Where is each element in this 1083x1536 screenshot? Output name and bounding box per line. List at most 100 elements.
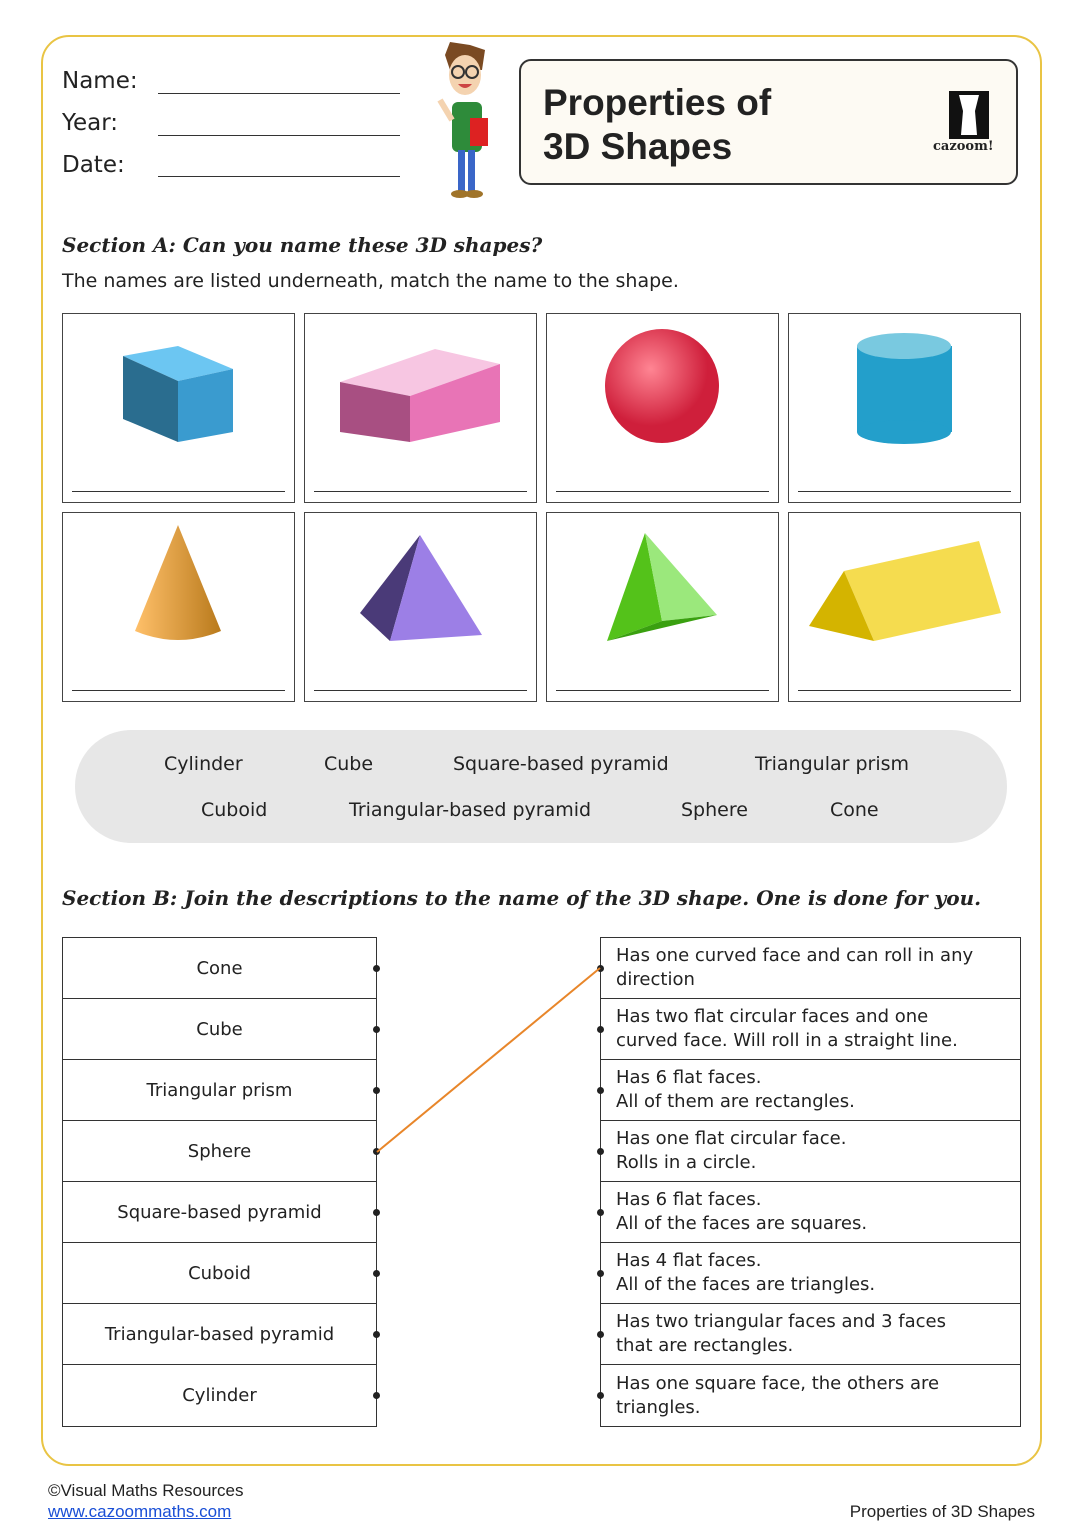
connector-dot[interactable] (597, 1026, 604, 1033)
date-field[interactable] (158, 176, 400, 177)
shape-cell (788, 313, 1021, 503)
shape-name: Sphere (187, 1140, 252, 1162)
cylinder-icon (857, 333, 952, 444)
shape-name: Triangular prism (146, 1079, 293, 1101)
answer-line[interactable] (314, 491, 527, 492)
connector-dot[interactable] (597, 1148, 604, 1155)
shape-cell (304, 313, 537, 503)
shape-name: Cylinder (182, 1385, 257, 1406)
connector-dot[interactable] (373, 1148, 380, 1155)
shape-cell (546, 313, 779, 503)
description-row: Has two triangular faces and 3 faces that… (597, 1304, 1020, 1365)
name-field[interactable] (158, 93, 400, 94)
website-link[interactable]: www.cazoommaths.com (48, 1502, 232, 1521)
footer-page-title: Properties of 3D Shapes (849, 1502, 1035, 1521)
shape-name: Cuboid (188, 1262, 251, 1284)
triangular-prism-icon (809, 541, 1001, 641)
word-bank-item: Cone (830, 799, 879, 821)
name-row: Triangular prism (63, 1060, 380, 1121)
answer-line[interactable] (314, 690, 527, 691)
section-a-heading: Section A: Can you name these 3D shapes? (62, 233, 543, 257)
word-bank: Cylinder Cube Square-based pyramid Triangul… (75, 730, 1007, 843)
answer-line[interactable] (798, 491, 1011, 492)
cazoom-logo-icon (949, 91, 989, 139)
shape-name: Square-based pyramid (117, 1201, 322, 1223)
connector-dot[interactable] (597, 1392, 604, 1399)
answer-line[interactable] (556, 690, 769, 691)
shape-cell (304, 512, 537, 702)
name-label: Name: (62, 68, 138, 94)
name-row: Sphere (63, 1121, 380, 1182)
description-text: Has two triangular faces and 3 faces that… (616, 1311, 946, 1356)
connector-dot[interactable] (373, 1392, 380, 1399)
shape-name: Triangular-based pyramid (104, 1323, 335, 1345)
logo-text: cazoom! (933, 139, 994, 154)
descriptions-table: Has one curved face and can roll in any d… (597, 937, 1021, 1427)
cone-icon (135, 525, 221, 640)
cube-icon (123, 346, 233, 442)
word-bank-item: Sphere (681, 799, 748, 821)
shape-name: Cube (196, 1018, 243, 1040)
word-bank-item: Cylinder (164, 753, 243, 775)
copyright: ©Visual Maths Resources (48, 1481, 244, 1500)
word-bank-item: Square-based pyramid (453, 753, 669, 775)
answer-line[interactable] (798, 690, 1011, 691)
connector-dot[interactable] (597, 1209, 604, 1216)
title-line-2: 3D Shapes (543, 126, 733, 167)
description-row: Has 4 flat faces. All of the faces are tr… (597, 1243, 1020, 1304)
description-text: Has two flat circular faces and one curve… (616, 1006, 958, 1051)
page-frame (41, 35, 1042, 1466)
triangular-based-pyramid-icon (607, 533, 717, 641)
title-box: Properties of 3D Shapes cazoom! (519, 59, 1018, 185)
shape-cell (62, 313, 295, 503)
answer-line[interactable] (72, 491, 285, 492)
description-text: Has 6 flat faces. All of the faces are sq… (616, 1189, 868, 1234)
connector-dot[interactable] (373, 965, 380, 972)
connector-dot[interactable] (597, 1331, 604, 1338)
names-table: Cone Cube Triangular prism Sphere Square-bas… (62, 937, 380, 1427)
shape-cell (788, 512, 1021, 702)
description-text: Has one square face, the others are trian… (616, 1372, 940, 1418)
section-b-heading: Section B: Join the descriptions to the … (62, 886, 982, 910)
description-text: Has one curved face and can roll in any d… (616, 945, 974, 990)
connector-dot[interactable] (597, 1270, 604, 1277)
title-line-1: Properties of (543, 82, 772, 123)
word-bank-item: Triangular-based pyramid (349, 799, 592, 821)
name-row: Cylinder (63, 1365, 380, 1426)
connector-dot[interactable] (597, 965, 604, 972)
word-bank-item: Cuboid (201, 799, 268, 821)
description-text: Has one flat circular face. Rolls in a ci… (616, 1128, 847, 1173)
cuboid-icon (340, 349, 500, 442)
word-bank-item: Cube (324, 753, 374, 775)
date-label: Date: (62, 152, 125, 178)
connector-dot[interactable] (373, 1209, 380, 1216)
name-row: Square-based pyramid (63, 1182, 380, 1243)
shape-name: Cone (196, 957, 243, 979)
word-bank-item: Triangular prism (755, 753, 910, 775)
description-row: Has one square face, the others are trian… (597, 1365, 1020, 1426)
page-title: Properties of 3D Shapes (543, 81, 771, 169)
name-row: Cube (63, 999, 380, 1060)
description-text: Has 4 flat faces. All of the faces are tr… (616, 1250, 876, 1295)
description-row: Has one flat circular face. Rolls in a ci… (597, 1121, 1020, 1182)
connector-dot[interactable] (373, 1270, 380, 1277)
description-row: Has one curved face and can roll in any d… (597, 938, 1020, 999)
shape-cell (62, 512, 295, 702)
answer-line[interactable] (72, 690, 285, 691)
name-row: Cuboid (63, 1243, 380, 1304)
connector-dot[interactable] (373, 1087, 380, 1094)
square-based-pyramid-icon (360, 535, 482, 641)
description-row: Has 6 flat faces. All of the faces are sq… (597, 1182, 1020, 1243)
name-row: Cone (63, 938, 380, 999)
connector-dot[interactable] (597, 1087, 604, 1094)
connector-dot[interactable] (373, 1331, 380, 1338)
shape-cell (546, 512, 779, 702)
description-row: Has 6 flat faces. All of them are rectang… (597, 1060, 1020, 1121)
section-a-instruction: The names are listed underneath, match t… (62, 270, 679, 292)
connector-dot[interactable] (373, 1026, 380, 1033)
teacher-cartoon-icon (437, 42, 488, 198)
year-field[interactable] (158, 135, 400, 136)
sphere-icon (605, 329, 719, 443)
answer-line[interactable] (556, 491, 769, 492)
name-row: Triangular-based pyramid (63, 1304, 380, 1365)
